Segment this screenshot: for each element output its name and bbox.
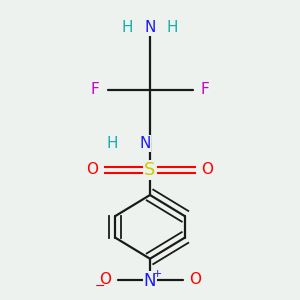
Text: F: F: [201, 82, 209, 98]
Text: H: H: [122, 20, 133, 35]
Text: +: +: [153, 269, 162, 279]
Text: F: F: [91, 82, 99, 98]
Text: N: N: [144, 20, 156, 35]
Text: O: O: [202, 163, 214, 178]
Text: O: O: [189, 272, 201, 287]
Text: −: −: [95, 280, 105, 293]
Text: H: H: [107, 136, 118, 151]
Text: O: O: [86, 163, 98, 178]
Text: N: N: [144, 272, 156, 290]
Text: O: O: [99, 272, 111, 287]
Text: S: S: [144, 161, 156, 179]
Text: N: N: [139, 136, 151, 151]
Text: H: H: [167, 20, 178, 35]
